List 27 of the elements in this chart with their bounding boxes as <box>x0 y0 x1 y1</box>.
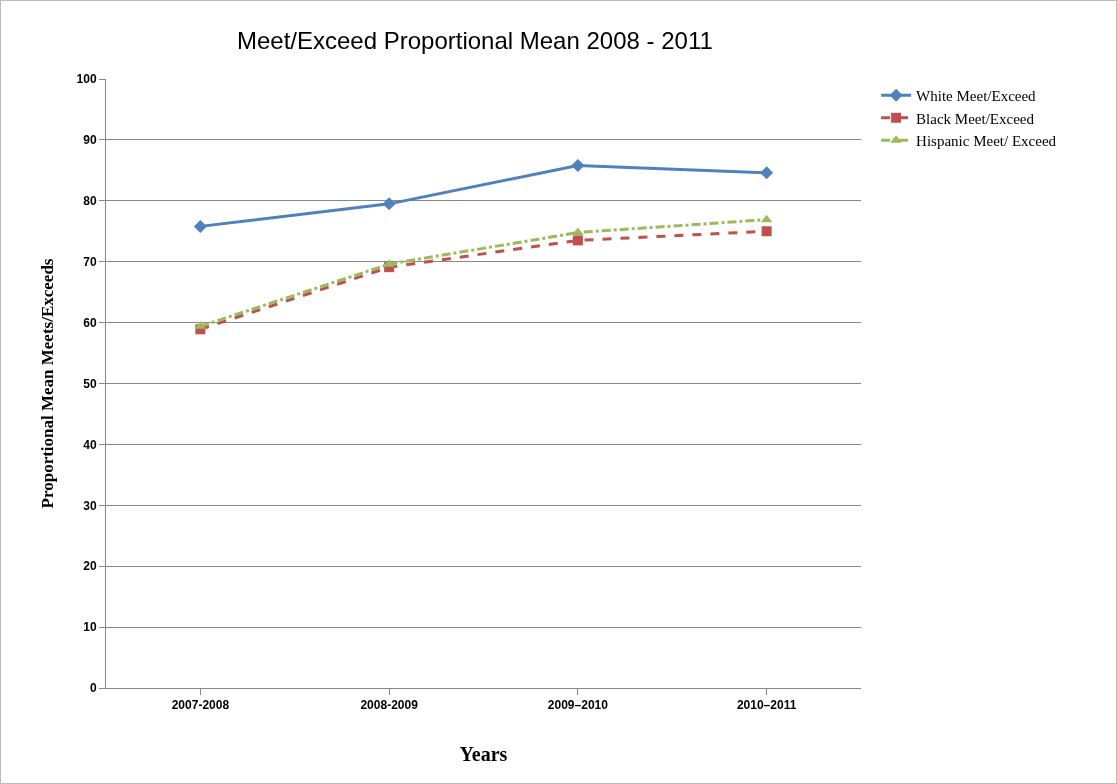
legend-label: Black Meet/Exceed <box>916 110 1035 127</box>
point <box>572 235 583 246</box>
x-axis-title: Years <box>459 742 508 765</box>
x-tick-label: 2010–2011 <box>736 698 797 713</box>
point <box>571 158 585 172</box>
x-tick-label: 2007-2008 <box>171 698 230 713</box>
y-tick-label: 80 <box>83 194 97 208</box>
chart-title: Meet/Exceed Proportional Mean 2008 - 2011 <box>236 27 713 55</box>
point <box>761 226 772 237</box>
point <box>193 219 207 233</box>
point <box>382 197 396 211</box>
y-tick-label: 20 <box>83 559 97 574</box>
y-tick-label: 10 <box>83 620 97 635</box>
y-tick-label: 30 <box>83 498 97 513</box>
y-tick-label: 100 <box>76 72 97 87</box>
x-tick-label: 2008-2009 <box>360 698 419 713</box>
y-tick-label: 90 <box>83 133 97 148</box>
legend-label: White Meet/Exceed <box>916 88 1037 105</box>
x-tick-label: 2009–2010 <box>547 698 609 713</box>
y-axis-title: Proportional Mean Meets/Exceeds <box>38 258 58 509</box>
y-tick-label: 60 <box>83 315 97 330</box>
y-tick-label: 40 <box>83 437 97 452</box>
y-tick-label: 50 <box>83 376 97 391</box>
point <box>760 166 774 180</box>
y-tick-label: 70 <box>83 254 97 269</box>
legend-label: Hispanic Meet/ Exceed <box>916 133 1057 150</box>
y-tick-label: 0 <box>89 681 97 696</box>
